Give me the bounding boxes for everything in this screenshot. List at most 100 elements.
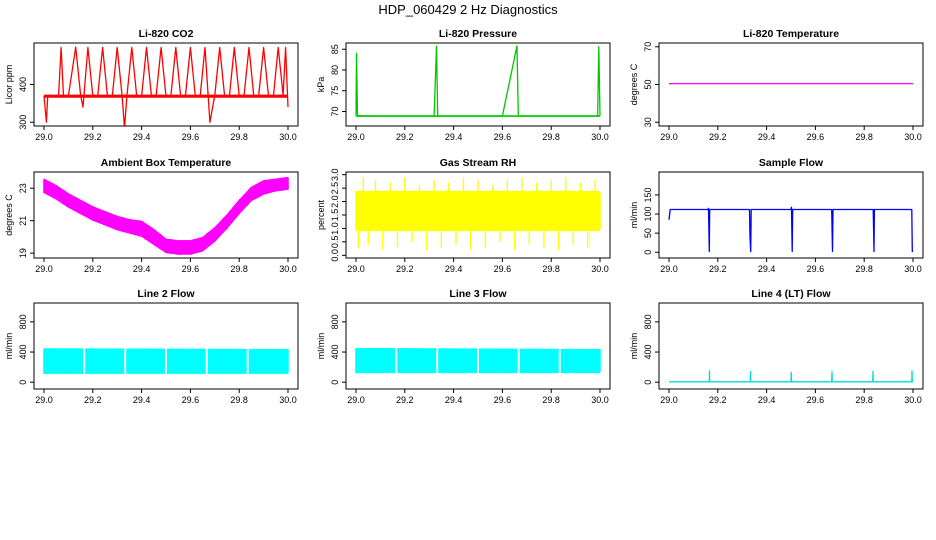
chart-panel-2: Li-820 Pressure 29.0 29.2 29.4 29.6 29.8 30.0 7… — [316, 28, 611, 142]
y-tick-label: 23 — [18, 183, 28, 193]
x-tick-label: 29.8 — [542, 132, 560, 142]
chart-panel-6: Sample Flow 29.0 29.2 29.4 29.6 29.8 30.0 0 50 10… — [629, 157, 924, 274]
x-tick-label: 29.0 — [35, 395, 53, 405]
x-tick-label: 29.6 — [182, 264, 200, 274]
series-spikes — [357, 177, 596, 250]
y-tick-label: 150 — [643, 187, 653, 202]
x-tick-label: 29.8 — [230, 264, 248, 274]
chart-panel-9: Line 4 (LT) Flow 29.0 29.2 29.4 29.6 29.8 30.0… — [629, 288, 924, 405]
x-tick-label: 29.2 — [396, 264, 414, 274]
y-tick-label: 1.0 — [330, 222, 340, 235]
y-tick-label: 21 — [18, 216, 28, 226]
x-tick-label: 29.0 — [347, 395, 365, 405]
y-axis-label: Licor ppm — [4, 65, 14, 105]
x-tick-label: 29.2 — [84, 264, 102, 274]
y-tick-label: 2.5 — [330, 182, 340, 195]
x-tick-label: 29.4 — [758, 264, 776, 274]
y-axis-label: ml/min — [316, 333, 326, 360]
x-tick-label: 29.6 — [807, 132, 825, 142]
plot-area — [43, 347, 289, 376]
y-tick-label: 80 — [330, 65, 340, 75]
chart-panel-1: Li-820 CO2 29.0 29.2 29.4 29.6 29.8 30.0 300 400… — [4, 28, 299, 142]
x-tick-label: 30.0 — [904, 395, 922, 405]
series-line-1 — [669, 370, 913, 383]
x-tick-label: 30.0 — [279, 132, 297, 142]
y-tick-label: 30 — [643, 117, 653, 127]
chart-title: Ambient Box Temperature — [101, 157, 232, 169]
y-tick-label: 400 — [643, 345, 653, 360]
x-tick-label: 29.0 — [660, 264, 678, 274]
x-tick-label: 29.4 — [445, 132, 463, 142]
y-tick-label: 70 — [643, 42, 653, 52]
plot-frame — [345, 42, 611, 127]
figure-title: HDP_060429 2 Hz Diagnostics — [378, 2, 558, 17]
y-tick-label: 800 — [18, 314, 28, 329]
y-axis-label: degrees C — [4, 194, 14, 236]
plot-frame — [33, 302, 299, 390]
x-tick-label: 29.2 — [709, 395, 727, 405]
x-tick-label: 29.2 — [396, 395, 414, 405]
x-tick-label: 29.8 — [855, 132, 873, 142]
y-axis-label: kPa — [316, 77, 326, 93]
y-axis-label: percent — [316, 199, 326, 230]
x-tick-label: 29.6 — [494, 264, 512, 274]
y-tick-label: 800 — [330, 314, 340, 329]
x-tick-label: 30.0 — [591, 132, 609, 142]
y-tick-label: 400 — [18, 77, 28, 92]
x-tick-label: 29.4 — [758, 132, 776, 142]
x-tick-label: 29.4 — [445, 264, 463, 274]
y-tick-label: 800 — [643, 314, 653, 329]
y-tick-label: 3.0 — [330, 168, 340, 181]
y-tick-label: 2.0 — [330, 195, 340, 208]
x-tick-label: 29.2 — [709, 132, 727, 142]
plot-area — [43, 46, 289, 126]
y-axis-label: ml/min — [629, 202, 639, 229]
x-tick-label: 29.6 — [807, 264, 825, 274]
y-tick-label: 1.5 — [330, 209, 340, 222]
x-tick-label: 29.8 — [855, 395, 873, 405]
x-tick-label: 29.4 — [133, 264, 151, 274]
plot-frame — [345, 302, 611, 390]
y-tick-label: 0 — [643, 250, 653, 255]
x-tick-label: 29.6 — [182, 132, 200, 142]
y-axis-label: ml/min — [629, 333, 639, 360]
plot-frame — [33, 171, 299, 259]
x-tick-label: 29.4 — [133, 395, 151, 405]
x-tick-label: 29.8 — [542, 264, 560, 274]
y-tick-label: 70 — [330, 106, 340, 116]
y-tick-label: 50 — [643, 228, 653, 238]
plot-area — [43, 176, 289, 255]
x-tick-label: 29.4 — [758, 395, 776, 405]
x-tick-label: 29.4 — [445, 395, 463, 405]
x-tick-label: 29.6 — [182, 395, 200, 405]
y-tick-label: 0 — [18, 380, 28, 385]
x-tick-label: 29.2 — [396, 132, 414, 142]
x-tick-label: 29.2 — [84, 132, 102, 142]
plot-area — [668, 206, 913, 253]
x-tick-label: 30.0 — [279, 395, 297, 405]
plot-frame — [658, 302, 924, 390]
chart-title: Li-820 Pressure — [439, 28, 517, 40]
y-tick-label: 300 — [18, 115, 28, 130]
x-tick-label: 29.6 — [494, 395, 512, 405]
chart-panel-8: Line 3 Flow 29.0 29.2 29.4 29.6 29.8 30.0 0 400 8… — [316, 288, 611, 405]
x-tick-label: 29.0 — [347, 264, 365, 274]
x-tick-label: 29.4 — [133, 132, 151, 142]
chart-title: Li-820 CO2 — [139, 28, 194, 40]
plot-area — [355, 347, 601, 376]
series-line-1 — [43, 46, 289, 126]
y-tick-label: 85 — [330, 44, 340, 54]
chart-title: Line 4 (LT) Flow — [751, 288, 831, 300]
chart-panel-3: Li-820 Temperature 29.0 29.2 29.4 29.6 29.8 30… — [629, 28, 924, 142]
plot-area — [669, 370, 913, 383]
x-tick-label: 29.0 — [347, 132, 365, 142]
chart-title: Line 2 Flow — [137, 288, 195, 300]
chart-title: Li-820 Temperature — [743, 28, 839, 40]
y-tick-label: 400 — [18, 345, 28, 360]
plot-frame — [658, 171, 924, 259]
x-tick-label: 29.0 — [35, 264, 53, 274]
x-tick-label: 29.6 — [807, 395, 825, 405]
x-tick-label: 29.8 — [230, 395, 248, 405]
